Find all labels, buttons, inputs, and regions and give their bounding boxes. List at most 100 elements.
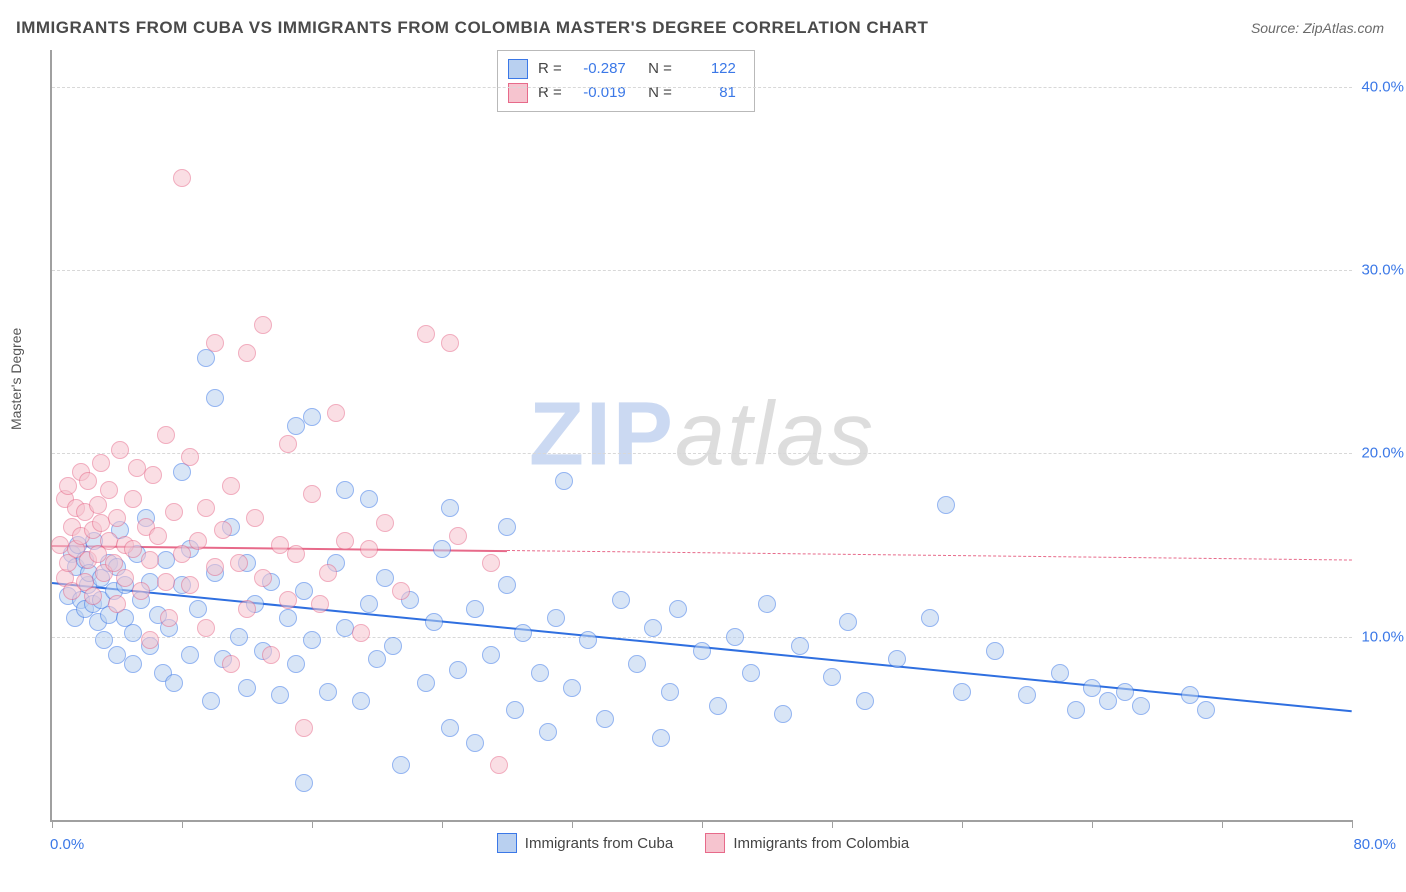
data-point — [254, 569, 272, 587]
data-point — [238, 679, 256, 697]
data-point — [173, 545, 191, 563]
data-point — [661, 683, 679, 701]
stats-N-colombia: 81 — [682, 81, 740, 105]
data-point — [319, 564, 337, 582]
x-tick — [312, 820, 313, 828]
data-point — [441, 719, 459, 737]
data-point — [466, 734, 484, 752]
data-point — [141, 631, 159, 649]
data-point — [921, 609, 939, 627]
x-tick — [572, 820, 573, 828]
data-point — [311, 595, 329, 613]
x-tick — [1352, 820, 1353, 828]
data-point — [953, 683, 971, 701]
data-point — [791, 637, 809, 655]
data-point — [709, 697, 727, 715]
data-point — [303, 408, 321, 426]
x-tick — [1222, 820, 1223, 828]
data-point — [425, 613, 443, 631]
legend-label-colombia: Immigrants from Colombia — [733, 835, 909, 852]
data-point — [295, 719, 313, 737]
data-point — [141, 551, 159, 569]
x-tick — [182, 820, 183, 828]
data-point — [490, 756, 508, 774]
x-tick — [442, 820, 443, 828]
data-point — [230, 628, 248, 646]
data-point — [295, 582, 313, 600]
stats-R-cuba: -0.287 — [572, 57, 630, 81]
y-tick-label: 10.0% — [1361, 628, 1404, 645]
data-point — [279, 435, 297, 453]
data-point — [742, 664, 760, 682]
data-point — [1132, 697, 1150, 715]
stats-N-label: N = — [640, 57, 672, 81]
data-point — [262, 646, 280, 664]
data-point — [165, 503, 183, 521]
legend-swatch-colombia — [705, 833, 725, 853]
data-point — [59, 477, 77, 495]
data-point — [238, 600, 256, 618]
data-point — [498, 518, 516, 536]
gridline — [52, 453, 1352, 454]
data-point — [693, 642, 711, 660]
y-axis-title: Master's Degree — [8, 328, 24, 430]
data-point — [295, 774, 313, 792]
data-point — [206, 389, 224, 407]
plot-area: ZIPatlas R = -0.287 N = 122 R = -0.019 N… — [50, 50, 1352, 822]
data-point — [95, 631, 113, 649]
data-point — [279, 591, 297, 609]
y-tick-label: 20.0% — [1361, 445, 1404, 462]
data-point — [758, 595, 776, 613]
data-point — [441, 499, 459, 517]
stats-row-cuba: R = -0.287 N = 122 — [508, 57, 740, 81]
stats-R-colombia: -0.019 — [572, 81, 630, 105]
data-point — [596, 710, 614, 728]
stats-R-label: R = — [538, 57, 562, 81]
data-point — [51, 536, 69, 554]
data-point — [124, 655, 142, 673]
stats-N-cuba: 122 — [682, 57, 740, 81]
data-point — [1018, 686, 1036, 704]
data-point — [287, 545, 305, 563]
data-point — [498, 576, 516, 594]
data-point — [181, 448, 199, 466]
data-point — [222, 655, 240, 673]
data-point — [547, 609, 565, 627]
data-point — [108, 595, 126, 613]
data-point — [856, 692, 874, 710]
data-point — [84, 587, 102, 605]
swatch-cuba — [508, 59, 528, 79]
data-point — [124, 540, 142, 558]
data-point — [1197, 701, 1215, 719]
data-point — [392, 756, 410, 774]
data-point — [327, 404, 345, 422]
data-point — [376, 514, 394, 532]
data-point — [352, 692, 370, 710]
data-point — [165, 674, 183, 692]
data-point — [254, 316, 272, 334]
data-point — [100, 532, 118, 550]
data-point — [279, 609, 297, 627]
watermark: ZIPatlas — [529, 384, 875, 487]
data-point — [160, 609, 178, 627]
data-point — [111, 441, 129, 459]
data-point — [287, 655, 305, 673]
data-point — [181, 646, 199, 664]
legend-item-colombia: Immigrants from Colombia — [705, 833, 909, 853]
data-point — [206, 558, 224, 576]
data-point — [563, 679, 581, 697]
data-point — [1181, 686, 1199, 704]
data-point — [360, 490, 378, 508]
data-point — [368, 650, 386, 668]
data-point — [823, 668, 841, 686]
data-point — [100, 481, 118, 499]
data-point — [197, 499, 215, 517]
x-tick — [832, 820, 833, 828]
data-point — [116, 569, 134, 587]
x-tick — [1092, 820, 1093, 828]
data-point — [888, 650, 906, 668]
data-point — [79, 472, 97, 490]
x-tick — [702, 820, 703, 828]
data-point — [482, 554, 500, 572]
data-point — [336, 481, 354, 499]
